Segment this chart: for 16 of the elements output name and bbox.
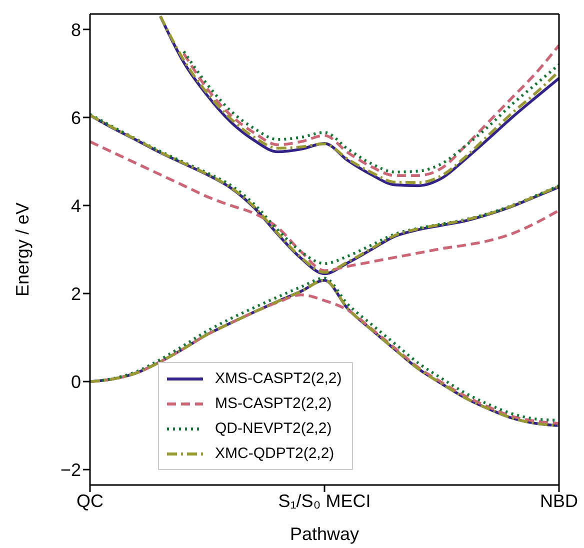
x-tick-label: S₁/S₀ MECI	[278, 490, 371, 511]
y-tick-label: 2	[70, 284, 81, 304]
legend-label: XMC-QDPT2(2,2)	[215, 445, 334, 462]
y-tick-label: 0	[70, 372, 81, 392]
y-tick-label: 4	[70, 196, 81, 216]
y-tick-label: 6	[70, 108, 81, 128]
y-axis-title: Energy / eV	[12, 202, 32, 297]
legend-label: MS-CASPT2(2,2)	[215, 395, 332, 412]
y-tick-label: −2	[60, 460, 81, 480]
x-tick-label: NBD	[540, 490, 578, 511]
x-axis-title: Pathway	[290, 524, 360, 544]
line-series	[90, 140, 559, 272]
y-tick-label: 8	[70, 20, 81, 40]
legend-label: QD-NEVPT2(2,2)	[215, 420, 332, 437]
x-tick-label: QC	[76, 490, 104, 511]
legend-label: XMS-CASPT2(2,2)	[215, 370, 342, 387]
